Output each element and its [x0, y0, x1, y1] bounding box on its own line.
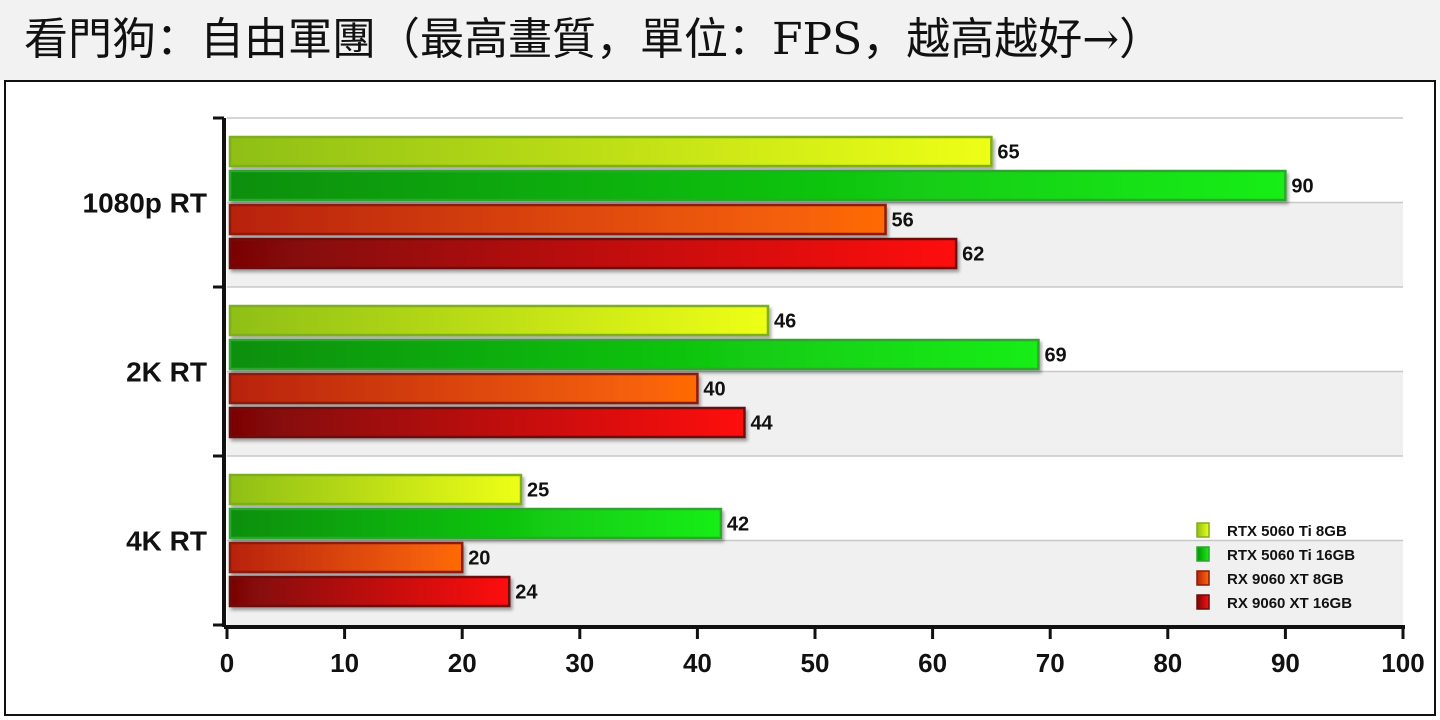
- legend-label-3: RX 9060 XT 16GB: [1227, 595, 1352, 612]
- legend-label-1: RTX 5060 Ti 16GB: [1227, 547, 1355, 564]
- legend-label-0: RTX 5060 Ti 8GB: [1227, 523, 1347, 540]
- value-label-2-2: 20: [468, 548, 490, 570]
- axes: 1080p RT 2K RT 4K RT 0 10 20 30 40 50 60 70 80 90 100: [83, 116, 1425, 678]
- title-bar: 看門狗：自由軍團（最高畫質，單位：FPS，越高越好→）: [0, 0, 1440, 80]
- value-label-2-1: 42: [727, 514, 749, 536]
- value-label-1-3: 44: [750, 413, 773, 435]
- legend: RTX 5060 Ti 8GB RTX 5060 Ti 16GB RX 9060 X…: [1196, 522, 1355, 612]
- legend-label-2: RX 9060 XT 8GB: [1227, 571, 1344, 588]
- bar-1-2: [228, 372, 699, 405]
- category-label-0: 1080p RT: [83, 188, 208, 219]
- value-label-2-0: 25: [527, 480, 549, 502]
- page-title: 看門狗：自由軍團（最高畫質，單位：FPS，越高越好→）: [24, 14, 1164, 65]
- x-tick-label-7: 70: [1036, 648, 1065, 678]
- value-label-2-3: 24: [515, 582, 538, 604]
- x-tick-label-9: 90: [1271, 648, 1300, 678]
- bar-0-0: [228, 135, 993, 168]
- bar-2-1: [228, 507, 723, 540]
- x-tick-label-6: 60: [918, 648, 947, 678]
- legend-swatch-2: [1196, 570, 1210, 586]
- bar-0-2: [228, 203, 887, 236]
- bar-layer: 65 90 56 62 46 69 40 44 25 42 20 24: [228, 135, 1314, 608]
- value-label-0-0: 65: [997, 142, 1019, 164]
- x-tick-label-2: 20: [448, 648, 477, 678]
- category-label-2: 4K RT: [126, 526, 207, 557]
- value-label-0-3: 62: [962, 244, 984, 266]
- bar-1-1: [228, 338, 1040, 371]
- category-label-1: 2K RT: [126, 357, 207, 388]
- bar-2-2: [228, 541, 464, 574]
- value-label-0-2: 56: [892, 210, 914, 232]
- bar-0-3: [228, 237, 958, 270]
- legend-swatch-0: [1196, 522, 1210, 538]
- legend-swatch-3: [1196, 594, 1210, 610]
- bar-2-0: [228, 473, 523, 506]
- value-label-1-0: 46: [774, 311, 796, 333]
- bar-1-0: [228, 304, 770, 337]
- value-label-1-1: 69: [1044, 345, 1066, 367]
- x-tick-label-1: 10: [330, 648, 359, 678]
- x-tick-label-8: 80: [1153, 648, 1182, 678]
- bar-2-3: [228, 575, 511, 608]
- bar-1-3: [228, 406, 746, 439]
- x-tick-label-10: 100: [1381, 648, 1424, 678]
- x-tick-label-4: 40: [683, 648, 712, 678]
- x-tick-label-3: 30: [565, 648, 594, 678]
- value-label-0-1: 90: [1291, 176, 1313, 198]
- value-label-1-2: 40: [703, 379, 725, 401]
- x-tick-label-5: 50: [801, 648, 830, 678]
- bar-0-1: [228, 169, 1287, 202]
- legend-swatch-1: [1196, 546, 1210, 562]
- x-tick-label-0: 0: [220, 648, 234, 678]
